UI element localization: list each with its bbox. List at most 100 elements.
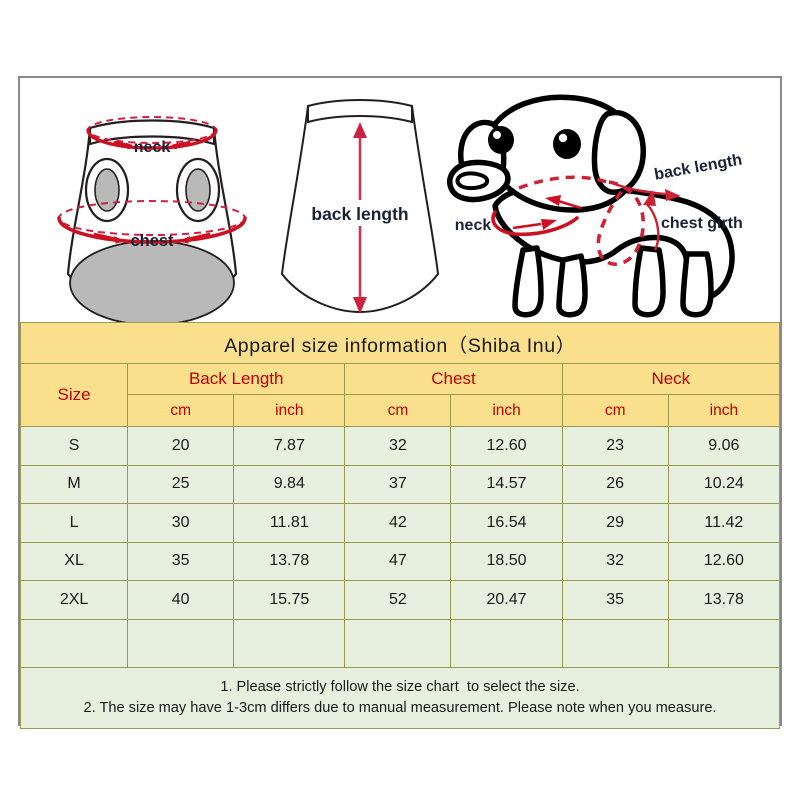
cell-chest-cm: 37 <box>344 464 452 504</box>
cell-back-cm: 20 <box>127 426 235 466</box>
chest-girth-dashed-loop <box>596 180 645 266</box>
header-chest: Chest <box>344 363 563 395</box>
header-chest-cm: cm <box>344 394 452 427</box>
empty-cell <box>667 618 781 668</box>
cell-neck-cm: 29 <box>561 503 669 543</box>
back-length-arrow-head <box>665 189 681 201</box>
back-length-label-bg <box>298 200 424 226</box>
cell-neck-cm: 23 <box>561 426 669 466</box>
cell-back-cm: 35 <box>127 541 235 581</box>
neck-measure-ring-front <box>86 128 218 150</box>
dog-neck-label: neck <box>455 217 492 234</box>
size-information-table: Apparel size information（Shiba Inu） Size… <box>19 322 781 729</box>
cell-chest-cm: 42 <box>344 503 452 543</box>
cell-back-cm: 25 <box>127 464 235 504</box>
chest-girth-arrow-line <box>646 203 660 251</box>
dog-front-leg-2 <box>556 253 588 318</box>
back-length-arrow-head-top <box>353 122 367 138</box>
cell-chest-inch: 14.57 <box>450 464 563 504</box>
cell-back-inch: 15.75 <box>233 580 346 620</box>
cell-back-cm: 40 <box>127 580 235 620</box>
cell-back-cm: 30 <box>127 503 235 543</box>
table-unit-header-row: cm inch cm inch cm inch <box>21 394 781 427</box>
cell-back-inch: 11.81 <box>233 503 346 543</box>
cell-back-inch: 7.87 <box>233 426 346 466</box>
garment-belly-patch <box>69 240 235 322</box>
header-neck: Neck <box>561 363 781 395</box>
header-neck-inch: inch <box>667 394 781 427</box>
cell-neck-inch: 13.78 <box>667 580 781 620</box>
cell-chest-cm: 52 <box>344 580 452 620</box>
cell-neck-inch: 10.24 <box>667 464 781 504</box>
cell-size: M <box>19 464 129 504</box>
illustration-band: neck chest <box>20 78 780 322</box>
back-length-dashed-line <box>518 175 608 190</box>
table-title: Apparel size information（Shiba Inu） <box>20 322 780 364</box>
header-back-length-inch: inch <box>233 394 346 427</box>
dog-nose <box>455 171 490 191</box>
empty-cell <box>344 618 452 668</box>
left-armhole-inner <box>94 168 120 212</box>
cell-neck-inch: 12.60 <box>667 541 781 581</box>
cell-chest-inch: 12.60 <box>450 426 563 466</box>
cell-chest-inch: 16.54 <box>450 503 563 543</box>
table-row: S 20 7.87 32 12.60 23 9.06 <box>19 426 781 466</box>
table-empty-row <box>19 618 781 668</box>
dog-measurement-diagram: back length chest girth neck <box>435 78 783 322</box>
cell-size: S <box>19 426 129 466</box>
header-back-length-cm: cm <box>127 394 235 427</box>
table-title-row: Apparel size information（Shiba Inu） <box>20 322 780 364</box>
chest-arrow-right-head <box>179 236 190 244</box>
right-armhole-inner <box>185 168 211 212</box>
table-row: XL 35 13.78 47 18.50 32 12.60 <box>19 541 781 581</box>
cell-back-inch: 9.84 <box>233 464 346 504</box>
neck-arrow-head <box>541 219 557 230</box>
garment-back-collar <box>307 99 413 124</box>
cell-size: XL <box>19 541 129 581</box>
cell-chest-inch: 18.50 <box>450 541 563 581</box>
cell-chest-cm: 32 <box>344 426 452 466</box>
header-back-length: Back Length <box>127 363 346 395</box>
cell-chest-cm: 47 <box>344 541 452 581</box>
table-row: L 30 11.81 42 16.54 29 11.42 <box>19 503 781 543</box>
back-length-arrow-head-bottom <box>353 297 367 314</box>
note-line-2: 2. The size may have 1-3cm differs due t… <box>83 699 717 716</box>
back-view-garment-diagram: back length <box>260 78 460 322</box>
dog-hind-leg-2 <box>680 251 714 318</box>
cell-neck-cm: 26 <box>561 464 669 504</box>
garment-collar <box>88 119 216 146</box>
cell-size: 2XL <box>19 580 129 620</box>
empty-cell <box>450 618 563 668</box>
back-length-label: back length <box>311 204 408 224</box>
neck-measure-ring <box>491 210 579 237</box>
table-group-header-row: Size Back Length Chest Neck <box>19 363 781 427</box>
table-row: 2XL 40 15.75 52 20.47 35 13.78 <box>19 580 781 620</box>
size-chart-frame: neck chest <box>18 76 782 729</box>
neck-arrow-left-head <box>126 142 136 150</box>
cell-size: L <box>19 503 129 543</box>
empty-cell <box>127 618 235 668</box>
note-line-1: 1. Please strictly follow the size chart… <box>220 678 580 695</box>
cell-neck-inch: 9.06 <box>667 426 781 466</box>
cell-neck-cm: 32 <box>561 541 669 581</box>
header-chest-inch: inch <box>450 394 563 427</box>
dog-eye-left <box>488 126 514 154</box>
dog-eye-right <box>553 129 581 159</box>
table-notes-row: 1. Please strictly follow the size chart… <box>20 666 780 729</box>
dog-hind-leg-1 <box>632 245 666 318</box>
neck-arrow-head-2 <box>545 195 561 206</box>
notes-container: 1. Please strictly follow the size chart… <box>20 666 780 729</box>
chest-label: chest <box>130 232 174 250</box>
header-size: Size <box>19 363 129 427</box>
chest-girth-arrow-head <box>643 190 656 206</box>
cell-chest-inch: 20.47 <box>450 580 563 620</box>
header-neck-cm: cm <box>561 394 669 427</box>
empty-cell <box>233 618 346 668</box>
dog-eye-right-highlight <box>558 133 568 143</box>
cell-back-inch: 13.78 <box>233 541 346 581</box>
table-row: M 25 9.84 37 14.57 26 10.24 <box>19 464 781 504</box>
cell-neck-inch: 11.42 <box>667 503 781 543</box>
front-view-garment-diagram: neck chest <box>28 78 276 322</box>
dog-front-leg-1 <box>512 245 544 318</box>
